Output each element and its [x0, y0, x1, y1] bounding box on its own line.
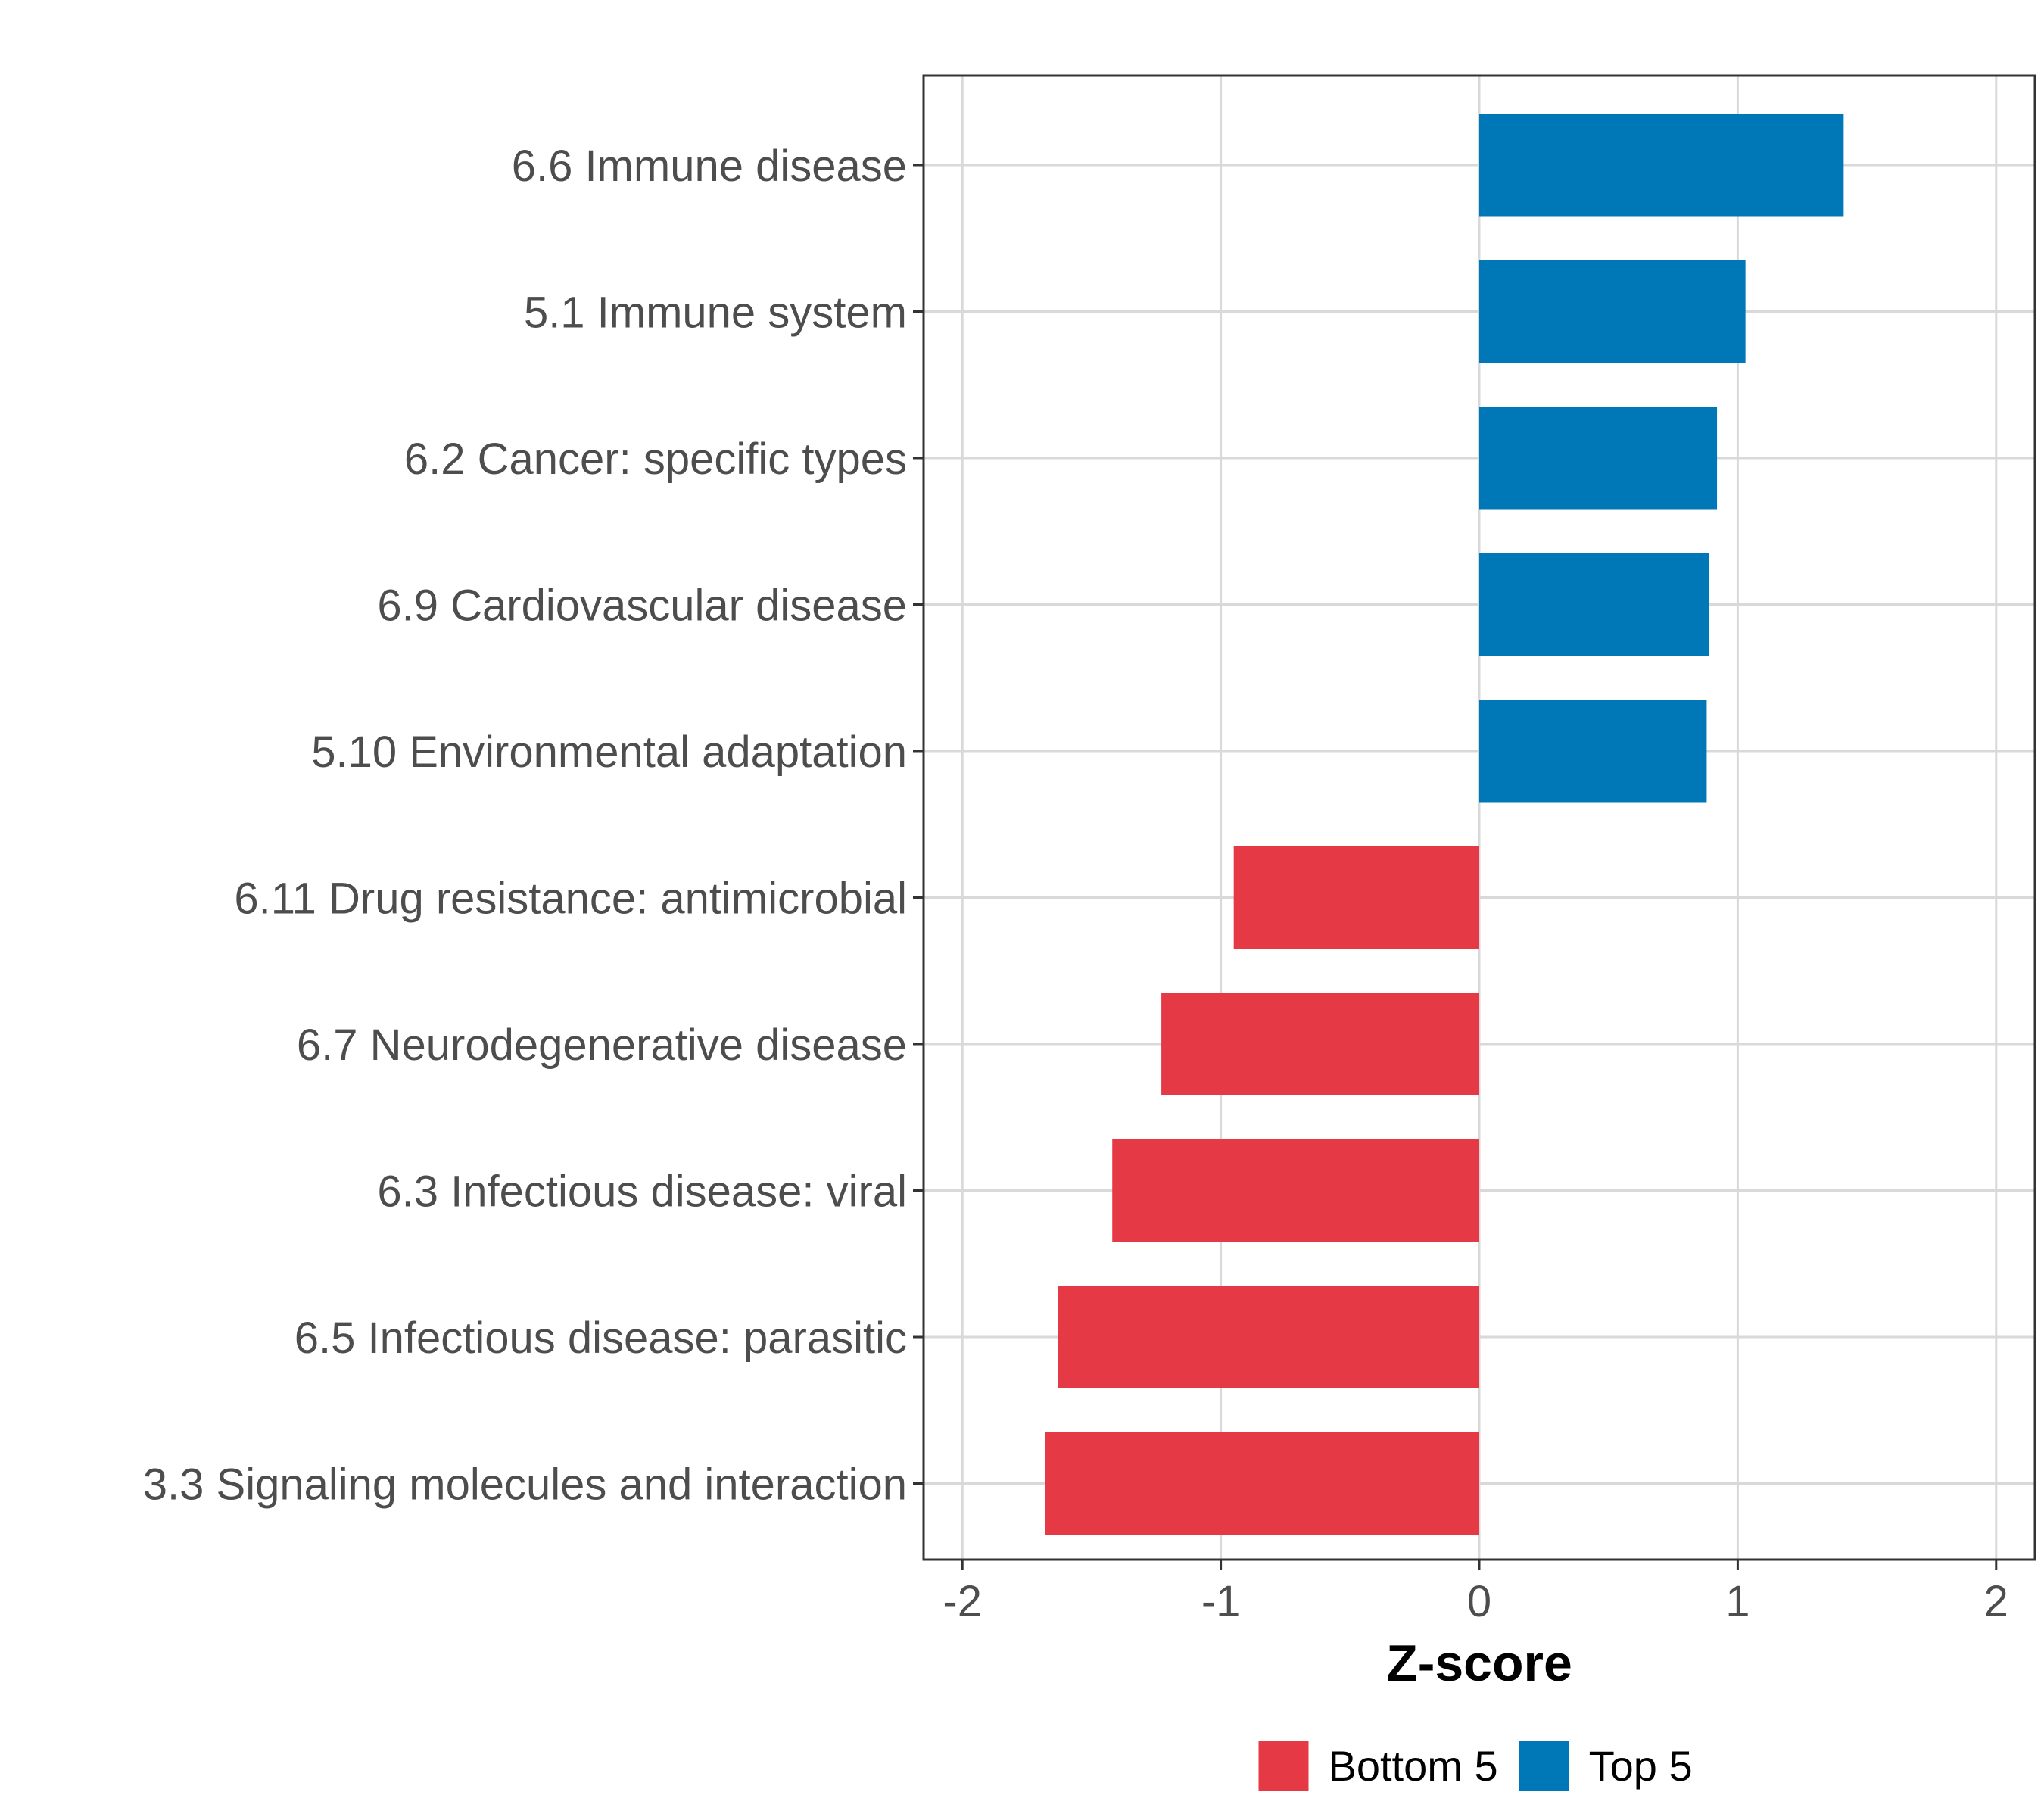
y-category-label: 5.1 Immune system — [524, 288, 907, 338]
legend: Bottom 5 Top 5 — [1258, 1741, 1693, 1791]
x-axis-title: Z-score — [1386, 1635, 1572, 1692]
x-tick-label: 0 — [1467, 1577, 1491, 1626]
y-category-label: 6.7 Neurodegenerative disease — [297, 1021, 907, 1070]
legend-swatch — [1519, 1741, 1569, 1791]
bar — [1058, 1286, 1479, 1388]
x-tick-label: -1 — [1201, 1577, 1241, 1626]
tick-layer: -2 -1 0 1 2 6.6 Immune disease 5.1 Immune syst… — [143, 142, 2008, 1626]
y-category-label: 6.9 Cardiovascular disease — [377, 581, 907, 631]
bar — [1479, 553, 1709, 656]
bar — [1479, 407, 1718, 510]
bar-layer — [1045, 114, 1844, 1535]
y-category-label: 6.5 Infectious disease: parasitic — [294, 1314, 907, 1363]
bar — [1161, 993, 1479, 1095]
y-category-label: 6.2 Cancer: specific types — [404, 435, 907, 484]
y-category-label: 6.11 Drug resistance: antimicrobial — [234, 874, 907, 924]
y-category-label: 3.3 Signaling molecules and interaction — [143, 1460, 907, 1510]
bar — [1479, 700, 1707, 803]
y-category-label: 6.6 Immune disease — [512, 142, 907, 191]
bar — [1045, 1432, 1479, 1535]
bar — [1479, 114, 1844, 217]
x-tick-label: -2 — [943, 1577, 982, 1626]
x-tick-label: 2 — [1984, 1577, 2008, 1626]
legend-label: Top 5 — [1589, 1742, 1693, 1790]
x-tick-label: 1 — [1725, 1577, 1750, 1626]
bar — [1233, 846, 1479, 949]
legend-label: Bottom 5 — [1329, 1742, 1498, 1790]
y-category-label: 6.3 Infectious disease: viral — [377, 1167, 907, 1217]
bar — [1479, 260, 1746, 363]
bar — [1112, 1139, 1479, 1242]
y-category-label: 5.10 Environmental adaptation — [311, 728, 907, 777]
legend-swatch — [1258, 1741, 1309, 1791]
